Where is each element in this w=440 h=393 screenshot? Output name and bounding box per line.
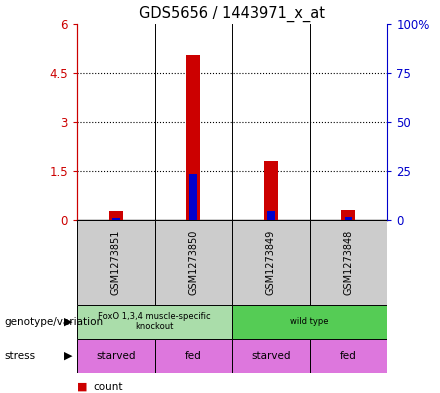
Text: GSM1273849: GSM1273849	[266, 230, 276, 295]
Text: GSM1273848: GSM1273848	[344, 230, 353, 295]
Text: wild type: wild type	[290, 317, 329, 326]
Text: ▶: ▶	[64, 317, 73, 327]
Title: GDS5656 / 1443971_x_at: GDS5656 / 1443971_x_at	[139, 6, 325, 22]
Text: GSM1273850: GSM1273850	[188, 230, 198, 295]
Text: genotype/variation: genotype/variation	[4, 317, 103, 327]
Text: stress: stress	[4, 351, 36, 361]
Bar	[310, 220, 387, 305]
Text: count: count	[94, 382, 123, 392]
Text: GSM1273851: GSM1273851	[111, 230, 121, 295]
Bar	[77, 220, 154, 305]
Text: starved: starved	[251, 351, 291, 361]
Bar	[77, 339, 154, 373]
Bar	[154, 220, 232, 305]
Bar	[345, 217, 352, 220]
Bar	[190, 174, 197, 220]
Bar	[112, 218, 120, 220]
Bar	[341, 209, 356, 220]
Text: starved: starved	[96, 351, 136, 361]
Bar	[109, 211, 123, 220]
Text: FoxO 1,3,4 muscle-specific
knockout: FoxO 1,3,4 muscle-specific knockout	[98, 312, 211, 331]
Text: ■: ■	[77, 382, 88, 392]
Bar	[310, 339, 387, 373]
Bar	[264, 161, 278, 220]
Bar	[232, 305, 387, 339]
Bar	[154, 339, 232, 373]
Text: fed: fed	[185, 351, 202, 361]
Bar	[232, 339, 310, 373]
Text: fed: fed	[340, 351, 357, 361]
Bar	[232, 220, 310, 305]
Bar	[267, 211, 275, 220]
Text: ▶: ▶	[64, 351, 73, 361]
Bar	[77, 305, 232, 339]
Bar	[187, 55, 200, 220]
